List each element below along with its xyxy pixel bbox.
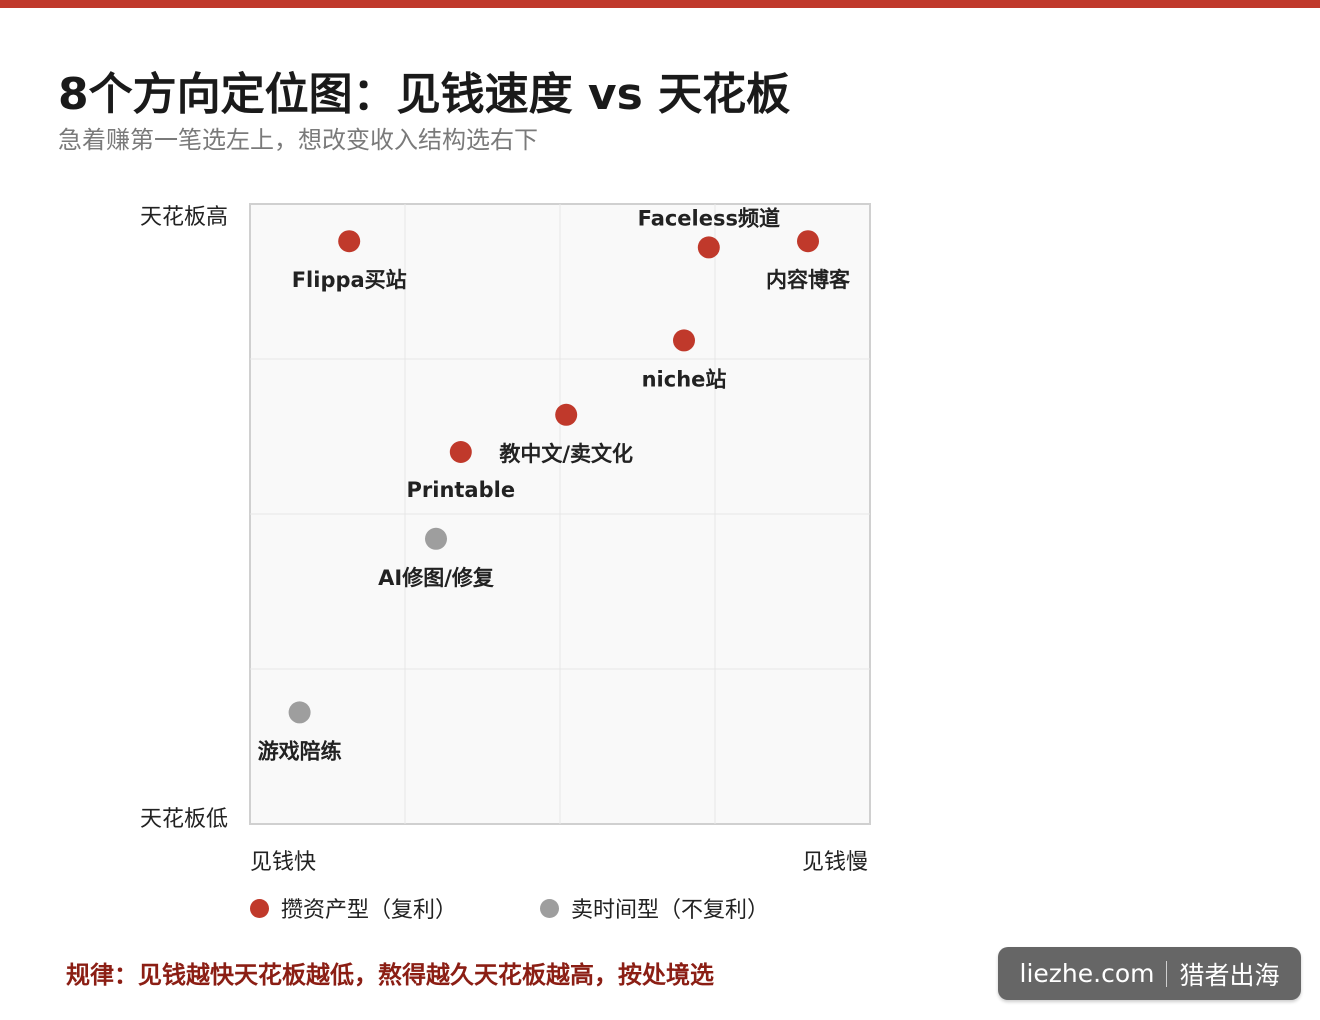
data-point [288, 701, 311, 724]
data-point [697, 236, 720, 259]
data-point-label: Flippa买站 [292, 268, 407, 292]
data-point-label: niche站 [642, 367, 727, 391]
data-point-label: AI修图/修复 [378, 566, 495, 590]
data-point-label: 游戏陪练 [258, 739, 342, 763]
data-point-label: 内容博客 [766, 268, 851, 292]
data-point [338, 230, 361, 253]
grid-lines [250, 204, 870, 824]
chart-title: 8个方向定位图：见钱速度 vs 天花板 [58, 69, 791, 120]
legend-item-time: 卖时间型（不复利） [540, 892, 769, 924]
x-axis-right-label: 见钱慢 [802, 850, 868, 875]
data-point [673, 329, 695, 352]
legend-item-compound: 攒资产型（复利） [250, 892, 457, 924]
y-axis-top-label: 天花板高 [140, 205, 228, 230]
data-point [449, 441, 472, 463]
x-axis-left-label: 见钱快 [250, 850, 316, 875]
data-point-label: Faceless频道 [638, 206, 780, 230]
brand-separator [1166, 960, 1168, 987]
data-point [425, 527, 447, 550]
data-point-label: Printable [407, 478, 516, 502]
footer-rule-note: 规律：见钱越快天花板越低，熬得越久天花板越高，按处境选 [66, 961, 714, 989]
top-accent-bar [0, 0, 1320, 8]
y-axis-bottom-label: 天花板低 [140, 807, 228, 832]
legend-label-time: 卖时间型（不复利） [571, 898, 770, 923]
data-point-label: 教中文/卖文化 [499, 442, 633, 466]
brand-domain: liezhe.com [1019, 959, 1155, 988]
legend-marker-compound [250, 898, 269, 918]
data-point [797, 230, 819, 253]
chart-subtitle: 急着赚第一笔选左上，想改变收入结构选右下 [58, 126, 538, 154]
data-point [555, 403, 578, 426]
legend-marker-time [540, 898, 559, 918]
brand-badge: liezhe.com 猎者出海 [998, 947, 1301, 1000]
legend-label-compound: 攒资产型（复利） [281, 898, 458, 923]
brand-name: 猎者出海 [1179, 960, 1280, 990]
